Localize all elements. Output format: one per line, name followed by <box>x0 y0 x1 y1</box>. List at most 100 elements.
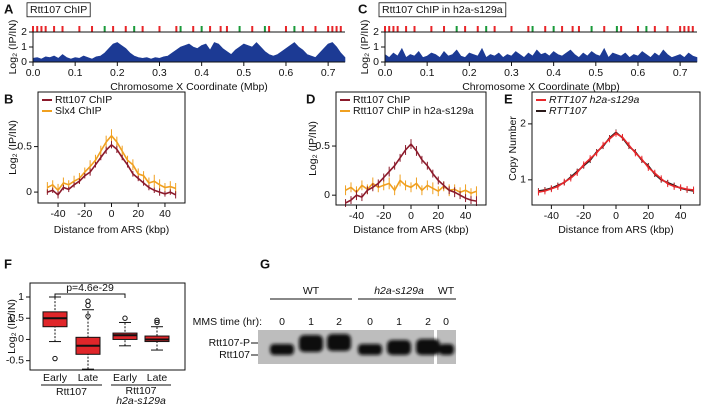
ars-marker <box>61 26 64 32</box>
box <box>42 311 68 328</box>
ars-marker <box>103 26 106 32</box>
ars-marker <box>561 26 564 32</box>
gel-header: h2a-s129a <box>374 285 424 297</box>
ars-marker <box>268 26 271 32</box>
x-tick-label: -20 <box>77 208 92 220</box>
x-tick-label: -40 <box>349 210 364 222</box>
ars-marker <box>124 26 127 32</box>
ars-marker <box>413 26 416 32</box>
ars-marker <box>388 26 391 32</box>
ars-marker <box>527 26 530 32</box>
ars-marker <box>327 26 330 32</box>
y-tick-label: 0.5 <box>315 140 330 152</box>
y-tick-label: 2 <box>520 118 526 130</box>
chart-title: Rtt107 ChIP in h2a-s129a <box>382 4 503 16</box>
ars-marker <box>284 26 287 32</box>
ars-marker <box>691 26 694 32</box>
x-axis-label: Distance from ARS (kbp) <box>353 224 469 236</box>
axis-frame <box>29 282 186 371</box>
x-tick-label: 20 <box>642 210 654 222</box>
series-line <box>47 134 176 192</box>
panel-label: C <box>358 1 368 16</box>
group-label: Rtt107 <box>56 386 87 398</box>
x-tick-label: 0.3 <box>152 67 167 79</box>
x-tick-label: 0.0 <box>378 67 393 79</box>
y-tick-label: 1 <box>373 41 379 53</box>
y-axis-label: Log₂ (IP/IN) <box>307 121 319 176</box>
ars-marker <box>53 26 56 32</box>
series-line <box>538 132 694 193</box>
y-tick-label: 2 <box>373 26 379 38</box>
annotation: p=4.6e-29 <box>66 282 114 294</box>
y-tick-label: 0 <box>373 56 379 68</box>
ars-marker <box>263 26 266 32</box>
y-tick-label: 1 <box>520 174 526 186</box>
x-tick-label: 40 <box>460 210 472 222</box>
x-tick-label: -20 <box>376 210 391 222</box>
band <box>387 340 411 355</box>
legend-label: Slx4 ChIP <box>55 105 102 117</box>
ars-marker <box>339 26 342 32</box>
x-tick-label: 0.6 <box>279 67 294 79</box>
x-tick-label: 0 <box>613 210 619 222</box>
area <box>384 47 698 63</box>
x-tick-label: 0.4 <box>194 67 209 79</box>
lane-label: 2 <box>425 316 431 328</box>
ars-marker <box>44 26 47 32</box>
category-label: Early <box>113 372 138 384</box>
title-box <box>26 2 91 18</box>
ars-marker <box>175 26 178 32</box>
y-tick-label: 1 <box>18 291 24 303</box>
ars-marker <box>645 26 648 32</box>
x-tick-label: 0.2 <box>462 67 477 79</box>
ars-marker <box>133 26 136 32</box>
gel-header: WT <box>438 285 455 297</box>
ars-marker <box>301 26 304 32</box>
ars-marker <box>493 26 496 32</box>
x-axis-label: Chromosome X Coordinate (Mbp) <box>462 81 620 93</box>
ars-marker <box>590 26 593 32</box>
y-tick-label: 0 <box>21 56 27 68</box>
ars-marker <box>36 26 39 32</box>
series-line <box>538 131 694 192</box>
chart: 0 1 2 0.0 0.1 0.2 0.3 0.4 0.5 0.6 0.7 Chromosome X … <box>7 2 346 93</box>
series-line <box>47 143 176 196</box>
y-axis-label: Log₂ (IP/IN) <box>7 20 19 75</box>
ars-marker <box>91 26 94 32</box>
group-label: h2a-s129a <box>116 395 166 404</box>
y-tick-label: 0 <box>26 186 32 198</box>
ars-marker <box>32 26 34 32</box>
x-tick-label: 0.3 <box>504 67 519 79</box>
band <box>358 344 382 355</box>
legend-label: RTT107 <box>549 105 588 117</box>
ars-marker <box>200 26 203 32</box>
x-tick-label: -40 <box>50 208 65 220</box>
ars-marker <box>331 26 334 32</box>
panel-label: E <box>504 91 513 106</box>
ars-marker <box>392 26 395 32</box>
area <box>32 42 346 63</box>
x-axis-label: Distance from ARS (kbp) <box>558 224 674 236</box>
ars-marker <box>544 26 547 32</box>
time-label: MMS time (hr): <box>193 316 262 328</box>
category-label: Late <box>147 372 168 384</box>
x-tick-label: 40 <box>675 210 687 222</box>
y-tick-label: 0 <box>18 333 24 345</box>
ars-marker <box>158 26 161 32</box>
gel-panel: WT h2a-s129a WT MMS time (hr): 0 1 2 0 1… <box>193 285 456 364</box>
ars-marker <box>510 26 513 32</box>
lane-label: 1 <box>308 316 314 328</box>
ars-marker <box>384 26 386 32</box>
legend-label: Rtt107 ChIP <box>55 94 112 106</box>
y-tick-label: 0.5 <box>9 312 24 324</box>
flier <box>154 319 160 326</box>
ars-marker <box>141 26 144 32</box>
flier <box>85 302 91 309</box>
ars-marker <box>396 26 399 32</box>
x-tick-label: 0.4 <box>546 67 561 79</box>
y-tick-label: 0 <box>324 189 330 201</box>
ars-marker <box>335 26 338 32</box>
